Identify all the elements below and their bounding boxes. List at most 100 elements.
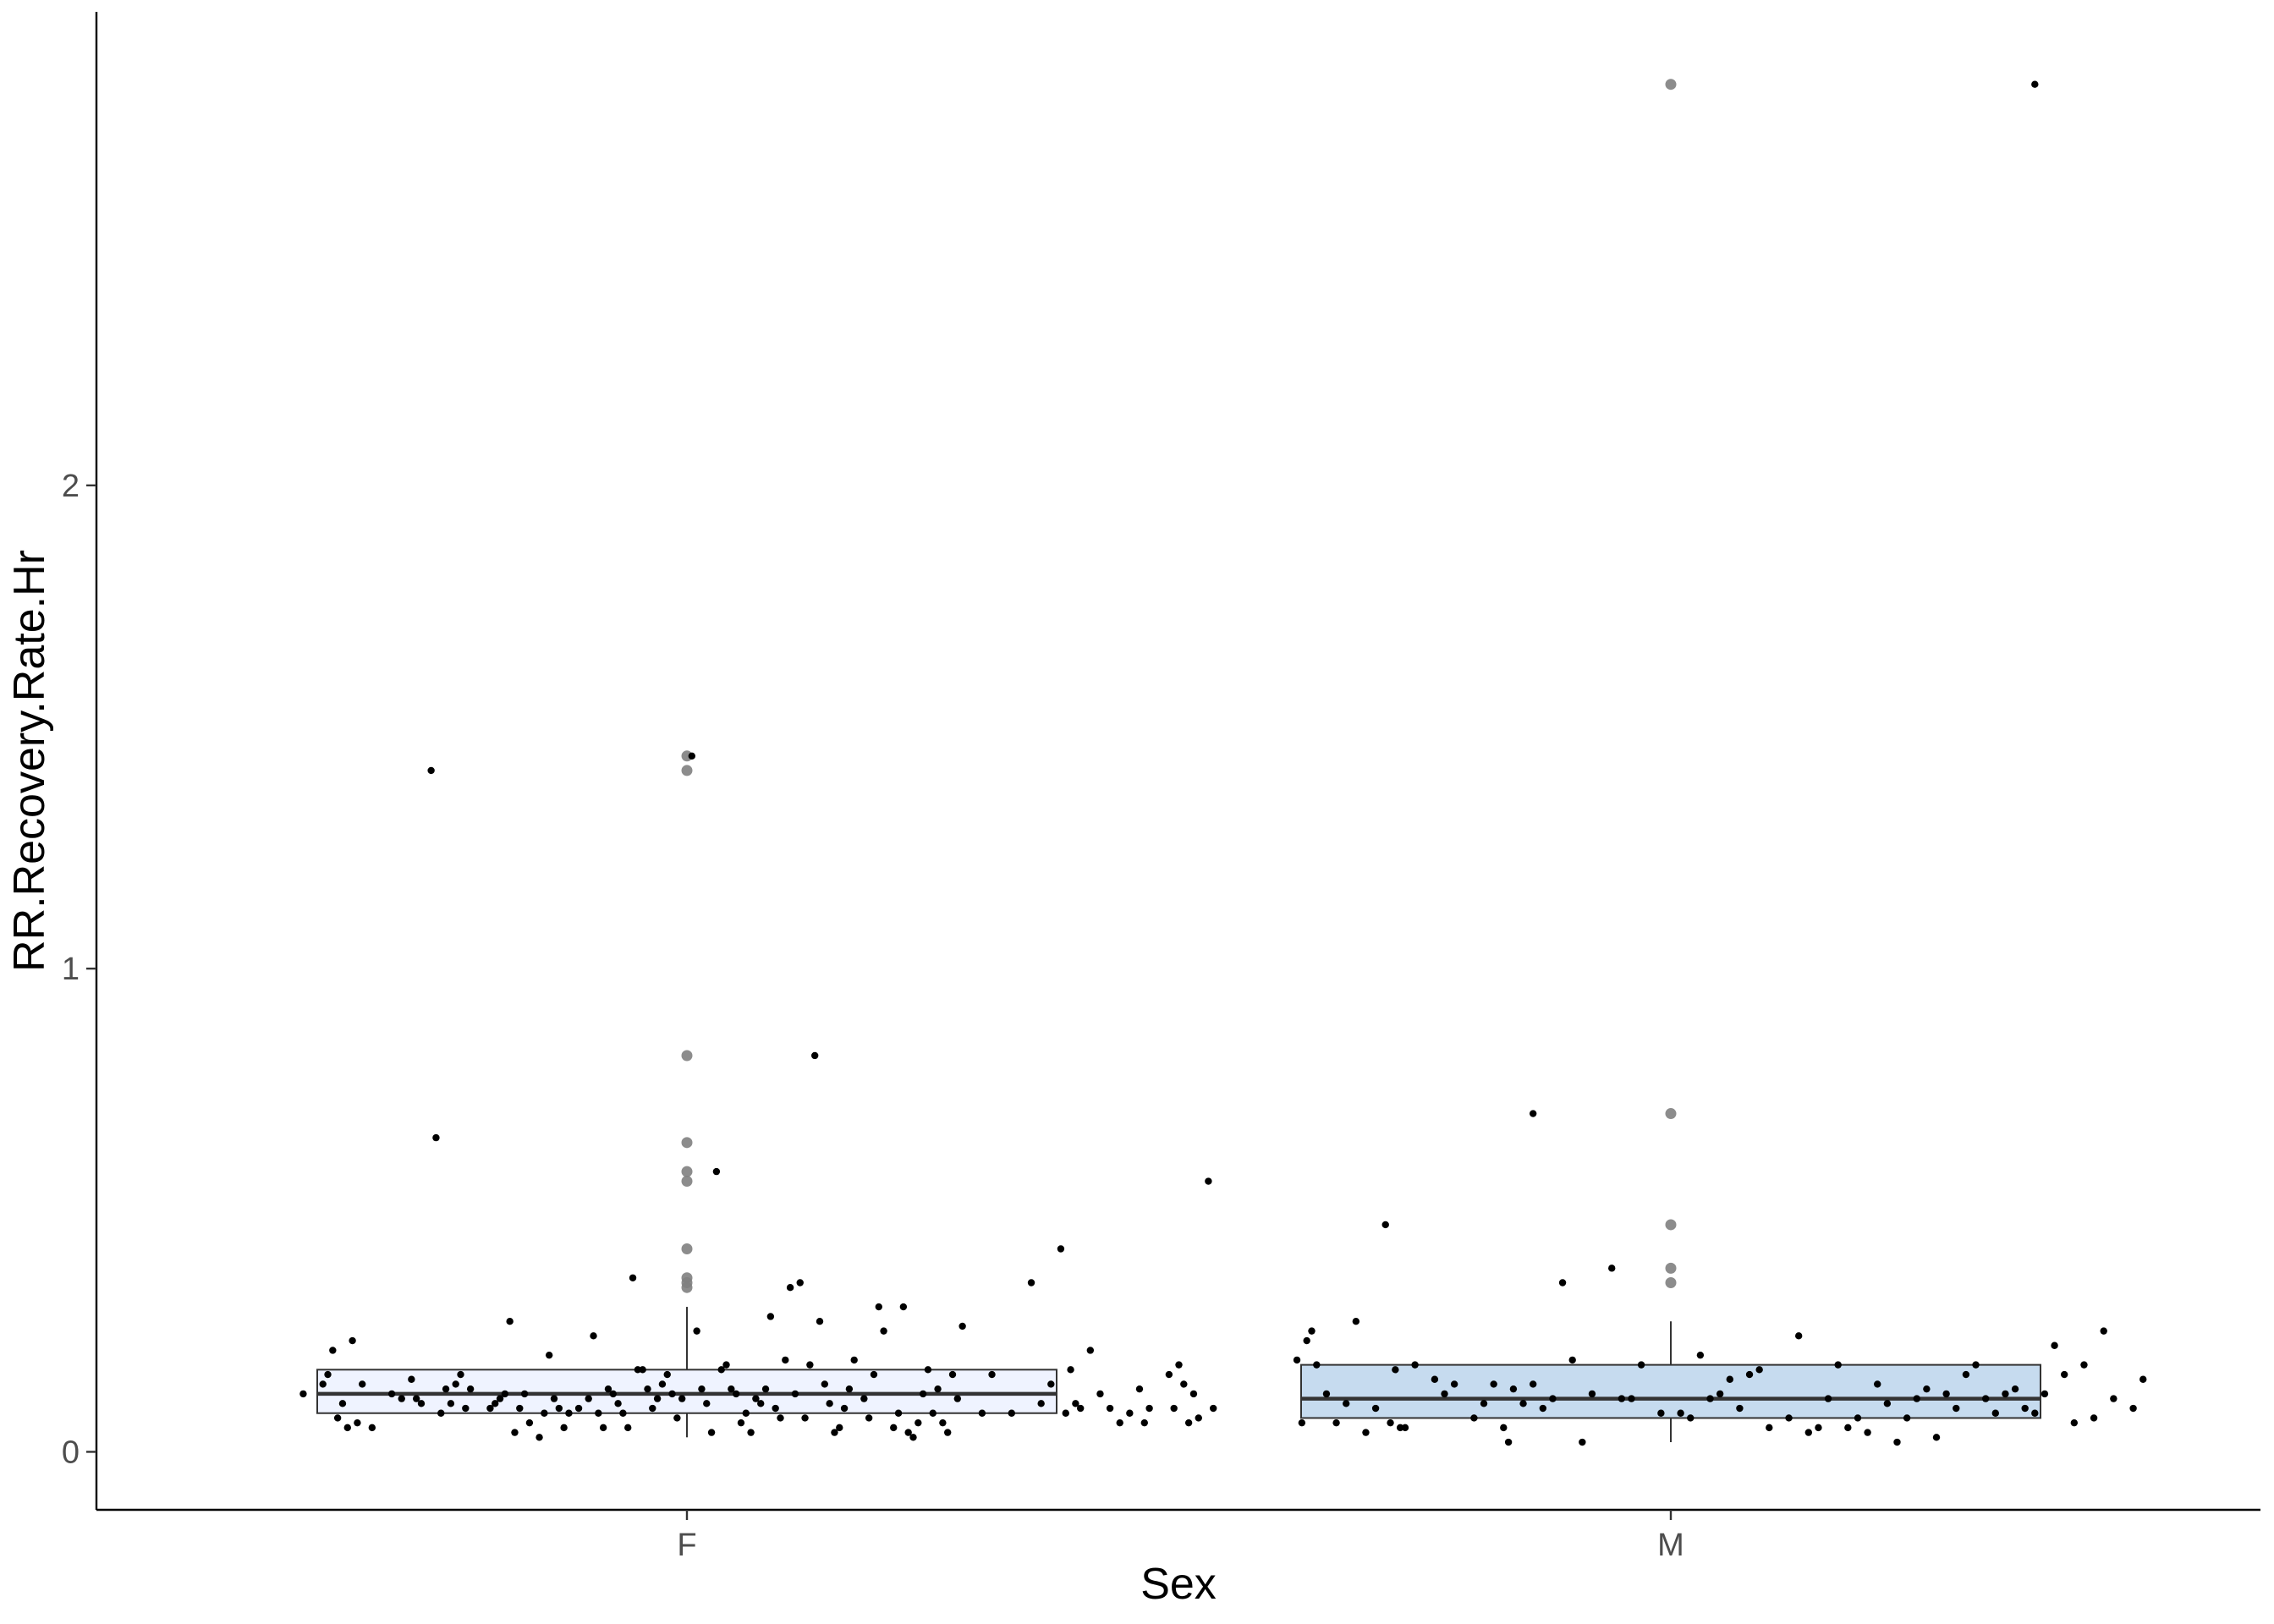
point-F-124 (1067, 1366, 1074, 1374)
point-F-3 (329, 1347, 337, 1354)
point-M-82 (2090, 1414, 2098, 1422)
point-F-119 (1027, 1279, 1035, 1287)
point-M-60 (1883, 1400, 1892, 1407)
point-F-11 (387, 1390, 396, 1398)
outlier-F-9 (681, 1281, 693, 1293)
outlier-F-5 (681, 1176, 693, 1188)
point-F-104 (904, 1429, 912, 1436)
point-F-76 (757, 1400, 765, 1407)
point-F-101 (890, 1424, 898, 1432)
point-F-143 (1210, 1404, 1217, 1413)
point-M-84 (2110, 1395, 2117, 1402)
outlier-M-4 (1665, 1276, 1677, 1288)
point-M-86 (2139, 1375, 2147, 1383)
point-M-28 (1539, 1404, 1547, 1413)
point-F-132 (1135, 1385, 1144, 1393)
point-F-118 (1008, 1409, 1015, 1417)
point-F-129 (1106, 1404, 1114, 1413)
point-F-99 (875, 1303, 882, 1311)
point-M-53 (1815, 1424, 1822, 1432)
point-F-5 (338, 1400, 347, 1407)
point-F-109 (929, 1409, 937, 1417)
point-F-50 (624, 1424, 632, 1432)
point-F-138 (1180, 1380, 1188, 1388)
point-F-41 (574, 1404, 583, 1413)
point-M-16 (1411, 1361, 1419, 1369)
point-F-90 (826, 1400, 833, 1407)
point-M-78 (2051, 1341, 2058, 1349)
outlier-M-0 (1665, 79, 1677, 91)
point-M-26 (1519, 1400, 1527, 1407)
point-F-122 (1057, 1245, 1065, 1253)
point-F-107 (919, 1390, 927, 1398)
point-M-85 (2129, 1404, 2137, 1413)
point-F-23 (462, 1404, 470, 1413)
point-M-80 (2070, 1418, 2079, 1427)
point-M-31 (1558, 1279, 1567, 1287)
point-F-10 (368, 1424, 376, 1432)
point-M-10 (1371, 1404, 1380, 1413)
point-F-74 (747, 1429, 755, 1436)
box-F (316, 750, 1057, 1438)
point-M-79 (2061, 1370, 2068, 1379)
point-M-15 (1401, 1424, 1409, 1432)
point-F-135 (1165, 1370, 1173, 1379)
point-M-45 (1726, 1375, 1733, 1383)
y-tick-label-0: 0 (62, 1435, 80, 1470)
point-M-20 (1470, 1414, 1478, 1422)
point-M-37 (1628, 1395, 1635, 1402)
point-F-136 (1170, 1404, 1178, 1413)
box-body-M (1300, 1363, 2041, 1419)
point-F-36 (545, 1351, 553, 1359)
point-M-40 (1677, 1409, 1684, 1417)
point-M-48 (1755, 1366, 1763, 1374)
point-F-44 (595, 1409, 602, 1417)
point-F-65 (703, 1400, 711, 1407)
point-F-43 (590, 1332, 597, 1340)
point-M-32 (1568, 1356, 1576, 1364)
jitter-F (299, 752, 1217, 1441)
point-M-83 (2100, 1327, 2107, 1335)
y-tick-label-2: 2 (62, 469, 80, 504)
point-F-121 (1047, 1380, 1055, 1388)
point-F-108 (924, 1366, 932, 1374)
point-M-29 (1529, 1110, 1537, 1117)
point-F-86 (806, 1361, 814, 1369)
axes (95, 12, 2260, 1512)
point-F-45 (599, 1424, 607, 1432)
point-F-141 (1195, 1414, 1202, 1422)
point-M-11 (1381, 1221, 1389, 1229)
point-F-26 (492, 1400, 499, 1407)
point-F-18 (437, 1409, 445, 1417)
point-M-4 (1313, 1361, 1321, 1369)
point-M-27 (1529, 1380, 1537, 1388)
point-M-59 (1874, 1380, 1881, 1388)
point-F-120 (1037, 1400, 1045, 1407)
point-F-1 (319, 1380, 327, 1388)
point-F-2 (324, 1370, 332, 1379)
point-F-105 (909, 1434, 917, 1441)
point-F-42 (585, 1395, 592, 1402)
point-F-95 (850, 1356, 858, 1364)
point-F-71 (732, 1390, 740, 1398)
jitter-M (1293, 80, 2147, 1446)
point-F-96 (860, 1395, 868, 1402)
point-F-92 (836, 1424, 843, 1432)
point-M-62 (1903, 1414, 1911, 1422)
point-F-19 (442, 1385, 450, 1393)
ticks: 0 1 2 F M (62, 469, 1684, 1563)
point-F-111 (939, 1418, 947, 1427)
point-M-25 (1509, 1385, 1518, 1393)
point-F-112 (943, 1429, 952, 1436)
point-F-37 (550, 1395, 558, 1402)
outlier-F-1 (681, 765, 693, 776)
outlier-F-2 (681, 1050, 693, 1062)
point-F-103 (899, 1303, 908, 1311)
point-F-49 (619, 1409, 627, 1417)
point-M-22 (1490, 1380, 1497, 1388)
point-F-73 (742, 1409, 750, 1417)
point-F-27 (496, 1395, 504, 1402)
point-F-61 (678, 1395, 686, 1402)
point-F-102 (894, 1409, 903, 1417)
y-axis-title: RR.Recovery.Rate.Hr (5, 550, 54, 972)
